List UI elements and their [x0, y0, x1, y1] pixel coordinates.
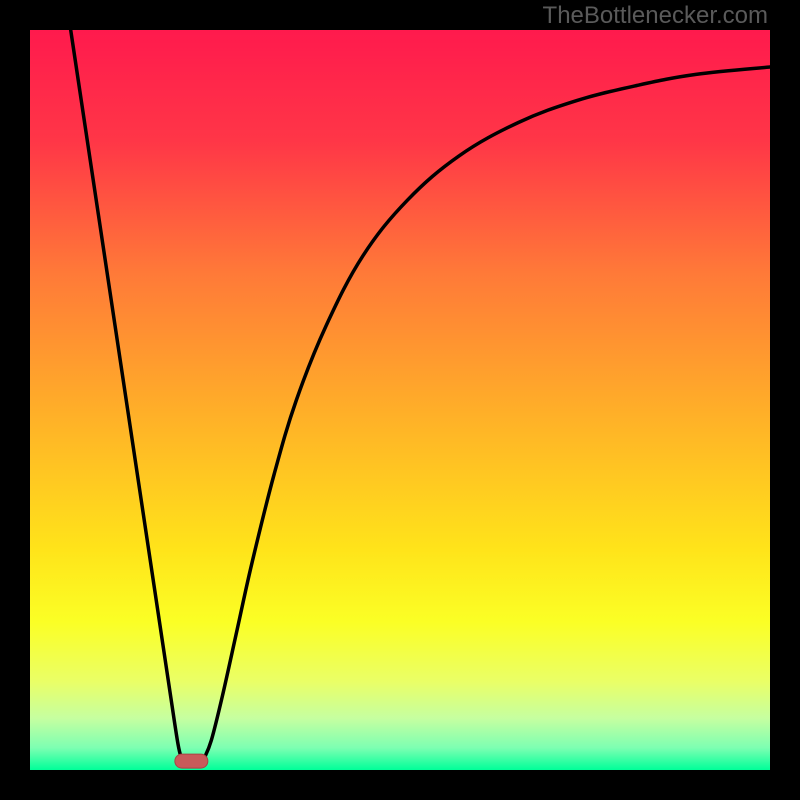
curve-left-branch: [71, 30, 182, 759]
plot-area: [30, 30, 770, 770]
valley-marker: [175, 754, 208, 769]
watermark-text: TheBottlenecker.com: [543, 2, 768, 30]
chart-container: TheBottlenecker.com: [0, 0, 800, 800]
curve-overlay: [30, 30, 770, 770]
curve-right-branch: [204, 67, 770, 759]
